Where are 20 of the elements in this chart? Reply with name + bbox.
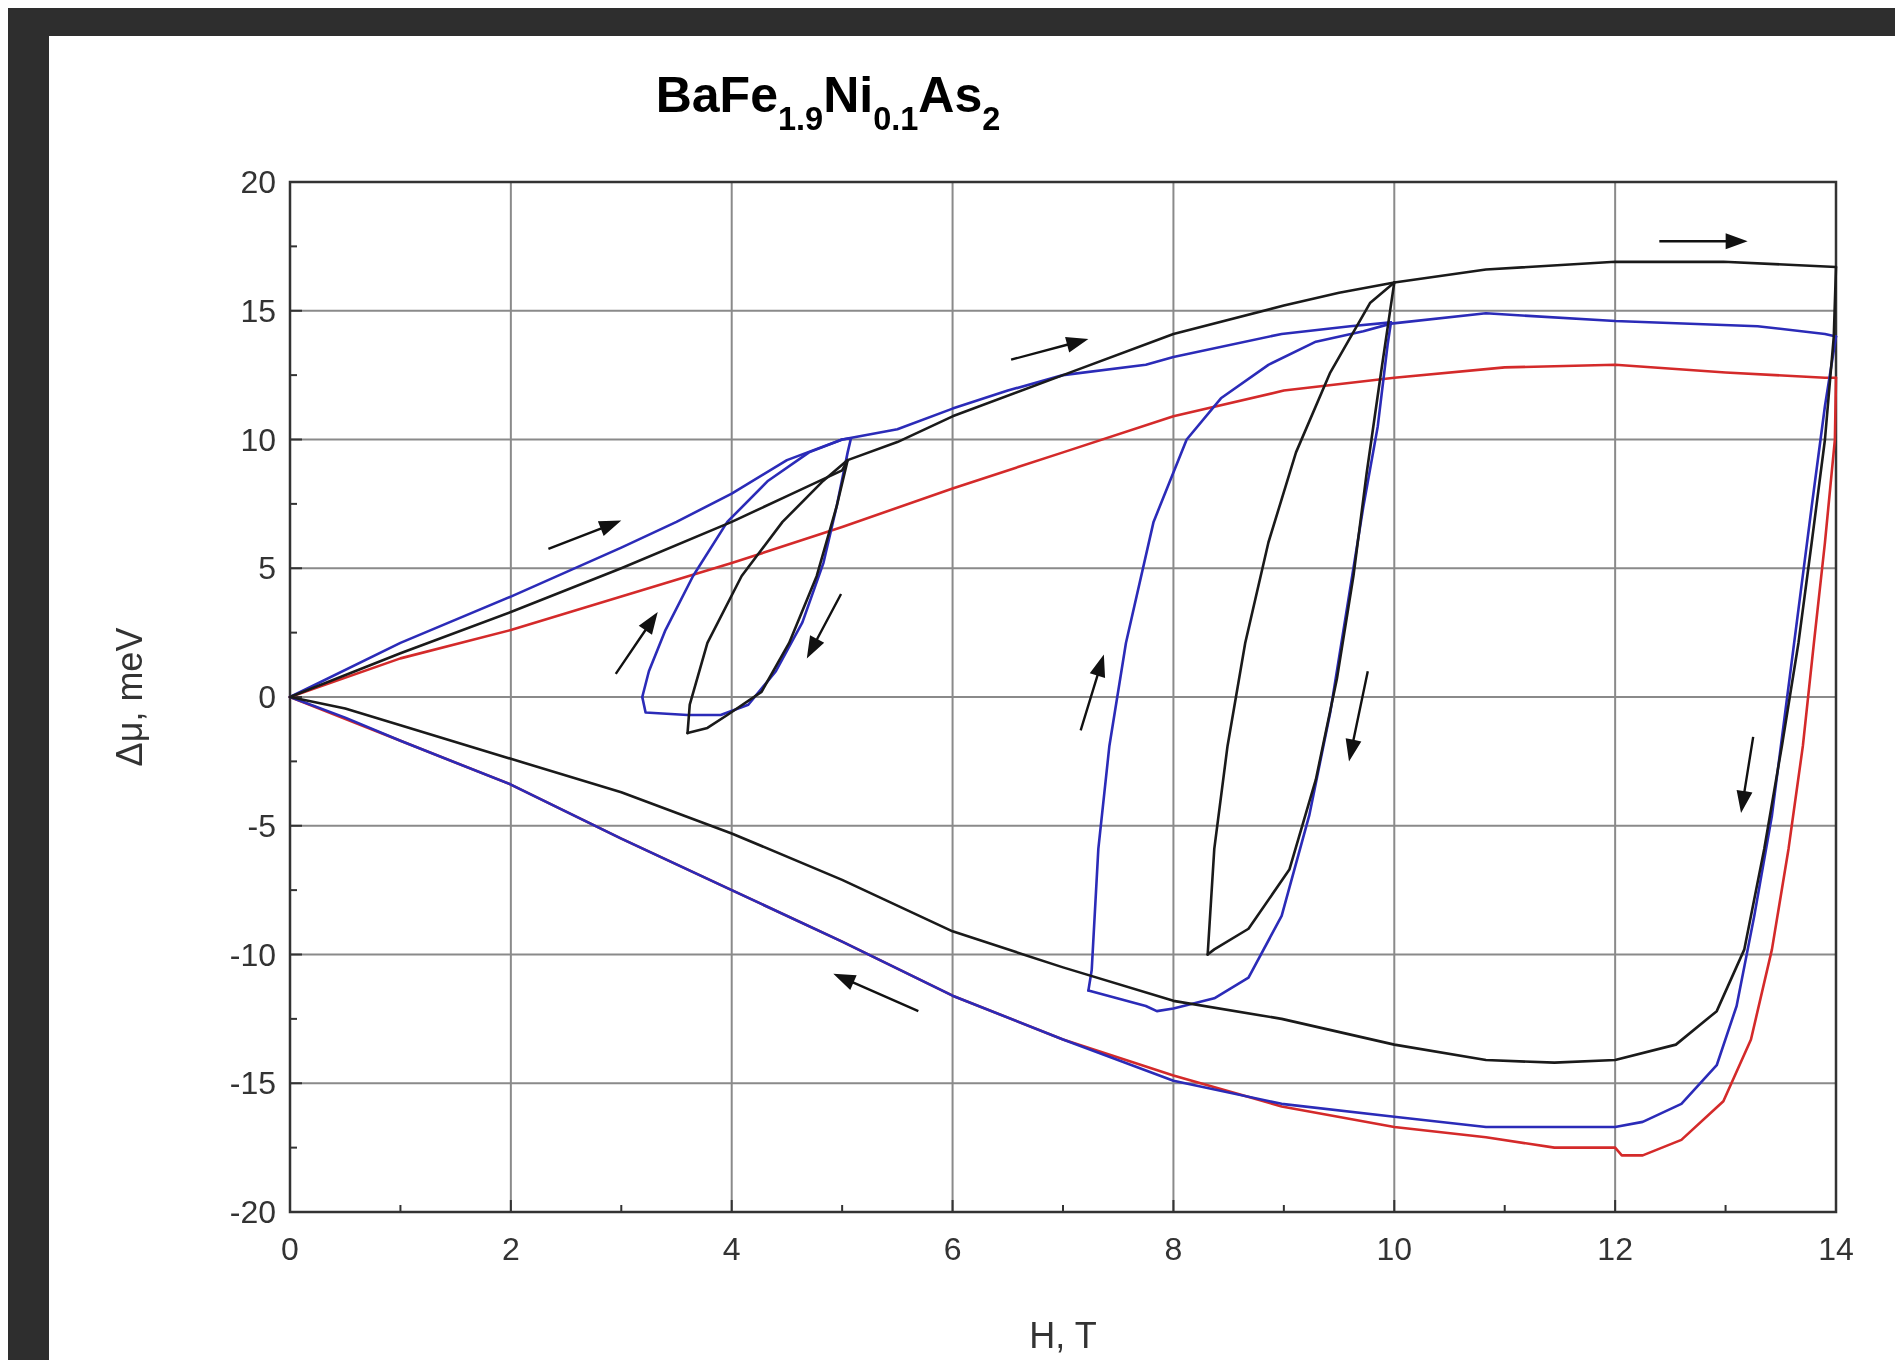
y-tick-label: -5 <box>247 807 276 844</box>
y-tick-label: -10 <box>229 936 276 973</box>
y-tick-label: 15 <box>240 292 276 329</box>
x-tick-label: 12 <box>1597 1231 1633 1267</box>
y-tick-label: 10 <box>240 421 276 458</box>
y-tick-label: -15 <box>229 1065 276 1102</box>
y-tick-label: 5 <box>258 550 276 587</box>
x-tick-label: 6 <box>943 1231 962 1267</box>
chart-title: BaFe$_{1.9}$Ni$_{0.1}$As$_{2}$ <box>655 67 1001 137</box>
x-tick-label: 14 <box>1818 1231 1854 1267</box>
y-tick-label: 20 <box>240 164 276 200</box>
x-tick-label: 8 <box>1164 1231 1183 1267</box>
x-axis-title: H, T <box>1029 1315 1097 1356</box>
y-tick-label: -20 <box>229 1194 276 1230</box>
x-tick-label: 10 <box>1376 1231 1413 1267</box>
x-tick-label: 4 <box>722 1231 741 1267</box>
x-tick-label: 2 <box>501 1231 520 1267</box>
y-tick-label: 0 <box>258 679 276 715</box>
x-tick-label: 0 <box>281 1231 299 1267</box>
y-axis-title: Δμ, meV <box>109 627 150 767</box>
